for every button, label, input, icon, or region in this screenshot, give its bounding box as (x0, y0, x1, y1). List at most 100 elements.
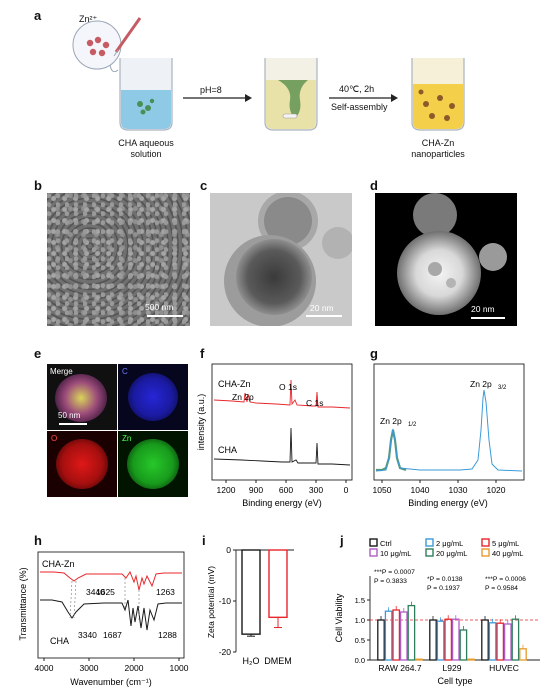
peak-label-zn2p-three-halves: Zn 2p (470, 379, 492, 389)
haadf-image: 20 nm (375, 193, 517, 326)
legend-label: Ctrl (380, 539, 392, 548)
step2-bottom-label: Self-assembly (331, 102, 388, 112)
bar (444, 618, 453, 661)
map-label-merge: Merge (50, 367, 73, 376)
beaker3-label-1: CHA-Zn (421, 138, 455, 148)
map-label-o: O (51, 434, 58, 443)
plot-frame (211, 363, 353, 481)
x-axis-label: Binding energy (eV) (242, 498, 322, 508)
series-label-cha: CHA (50, 636, 69, 646)
y-axis-label: intensity (a.u.) (196, 394, 206, 451)
merge-particle (55, 374, 107, 422)
scale-bar (147, 315, 183, 317)
x-axis-label: Binding energy (eV) (408, 498, 488, 508)
series-line-cha-zn (40, 570, 182, 591)
panel-label-a: a (34, 8, 42, 23)
stat-label: P = 0.3833 (374, 578, 407, 585)
haadf-particles (397, 193, 507, 315)
bar (488, 622, 497, 661)
legend-label: 10 μg/mL (380, 549, 411, 558)
x-tick-label: 1200 (217, 485, 236, 495)
legend-swatch (425, 538, 434, 547)
bar (459, 629, 468, 661)
peak-label: 1687 (103, 630, 122, 640)
tem-particles (224, 193, 352, 326)
legend-label: 20 μg/mL (436, 549, 467, 558)
bar (377, 619, 385, 661)
scale-bar-label: 50 nm (58, 411, 81, 420)
stat-label: ***P = 0.0007 (374, 569, 415, 576)
eds-merge-map: Merge 50 nm (47, 364, 117, 430)
x-tick-label: 0 (344, 485, 349, 495)
bar (384, 610, 393, 661)
legend-label: 2 μg/mL (436, 539, 463, 548)
series-label-cha: CHA (218, 445, 237, 455)
peak-label: 3340 (78, 630, 97, 640)
series-line-cha (213, 427, 351, 466)
chart-cell-viability: Cell Viability Cell type ***P = 0.0007 P… (334, 538, 540, 686)
x-tick-label: 1020 (487, 485, 506, 495)
series-label-cha-zn: CHA-Zn (218, 379, 251, 389)
peak-label: 1625 (96, 587, 115, 597)
plot-frame (37, 551, 185, 659)
scale-bar (471, 317, 505, 319)
panel-label-i: i (202, 533, 206, 548)
x-tick-label: 1040 (411, 485, 430, 495)
series-line-cha (40, 599, 182, 631)
x-tick-label: 4000 (35, 663, 54, 673)
y-axis-label: Cell Viability (334, 593, 344, 642)
series-line-zn2p-fit (376, 429, 407, 472)
stat-label: P = 0.1937 (427, 585, 460, 592)
y-axis-label: Zeta potential (mV) (206, 566, 216, 638)
panel-label-g: g (370, 346, 378, 361)
legend-label: 5 μg/mL (492, 539, 519, 548)
beaker3-label-2: nanoparticles (411, 149, 465, 159)
step1-label: pH=8 (200, 85, 222, 95)
eds-zinc-map: Zn (118, 431, 188, 497)
bar-dmem (268, 549, 288, 619)
x-tick-label: 300 (309, 485, 323, 495)
category-label: RAW 264.7 (378, 663, 421, 673)
y-tick-label: 0.0 (355, 656, 365, 665)
peak-label-zn2p-half-sub: 1/2 (408, 422, 417, 428)
scale-bar-label: 20 nm (471, 304, 495, 314)
series-label-cha-zn: CHA-Zn (42, 559, 75, 569)
peak-label-zn2p-three-halves-sub: 3/2 (498, 385, 507, 391)
bar (467, 658, 475, 661)
peak-label: 1288 (158, 630, 177, 640)
peak-label-zn2p-half: Zn 2p (380, 416, 402, 426)
zinc-particle (127, 439, 179, 489)
category-label: L929 (443, 663, 462, 673)
series-line-zn2p-raw (375, 389, 523, 472)
stat-label: ***P = 0.0006 (485, 576, 526, 583)
panel-label-e: e (34, 346, 42, 361)
bar (392, 609, 401, 661)
x-tick-label: 1030 (449, 485, 468, 495)
x-tick-label: 600 (279, 485, 293, 495)
peak-label-zn2p: Zn 2p (232, 392, 254, 402)
series-line-cha-zn (213, 379, 351, 409)
chart-xps-zn2p: 1050 1040 1030 1020 Binding energy (eV) … (373, 363, 525, 508)
peak-label: 3440 (86, 587, 105, 597)
x-tick-label: 2000 (125, 663, 144, 673)
scale-bar-label: 500 nm (145, 302, 174, 312)
peak-label-c1s: C 1s (306, 398, 323, 408)
legend-label: 40 μg/mL (492, 549, 523, 558)
schematic-diagram (72, 17, 465, 131)
x-axis-label: Wavenumber (cm⁻¹) (70, 677, 151, 687)
zn-ion-label: Zn²⁺ (79, 14, 98, 24)
category-label: HUVEC (489, 663, 519, 673)
bar (496, 622, 505, 661)
panel-label-b: b (34, 178, 42, 193)
bar (429, 619, 437, 661)
chart-ftir: 4000 3000 2000 1000 Wavenumber (cm⁻¹) Tr… (18, 551, 189, 687)
y-tick-label: -10 (219, 596, 232, 606)
bar-h2o (241, 549, 261, 635)
oxygen-particle (56, 439, 108, 489)
y-tick-label: 1.5 (355, 596, 365, 605)
eds-oxygen-map: O (47, 431, 117, 497)
step2-top-label: 40℃, 2h (339, 84, 375, 94)
x-tick-label: 1000 (170, 663, 189, 673)
legend-swatch (369, 548, 378, 557)
tem-image: 20 nm (210, 193, 352, 326)
